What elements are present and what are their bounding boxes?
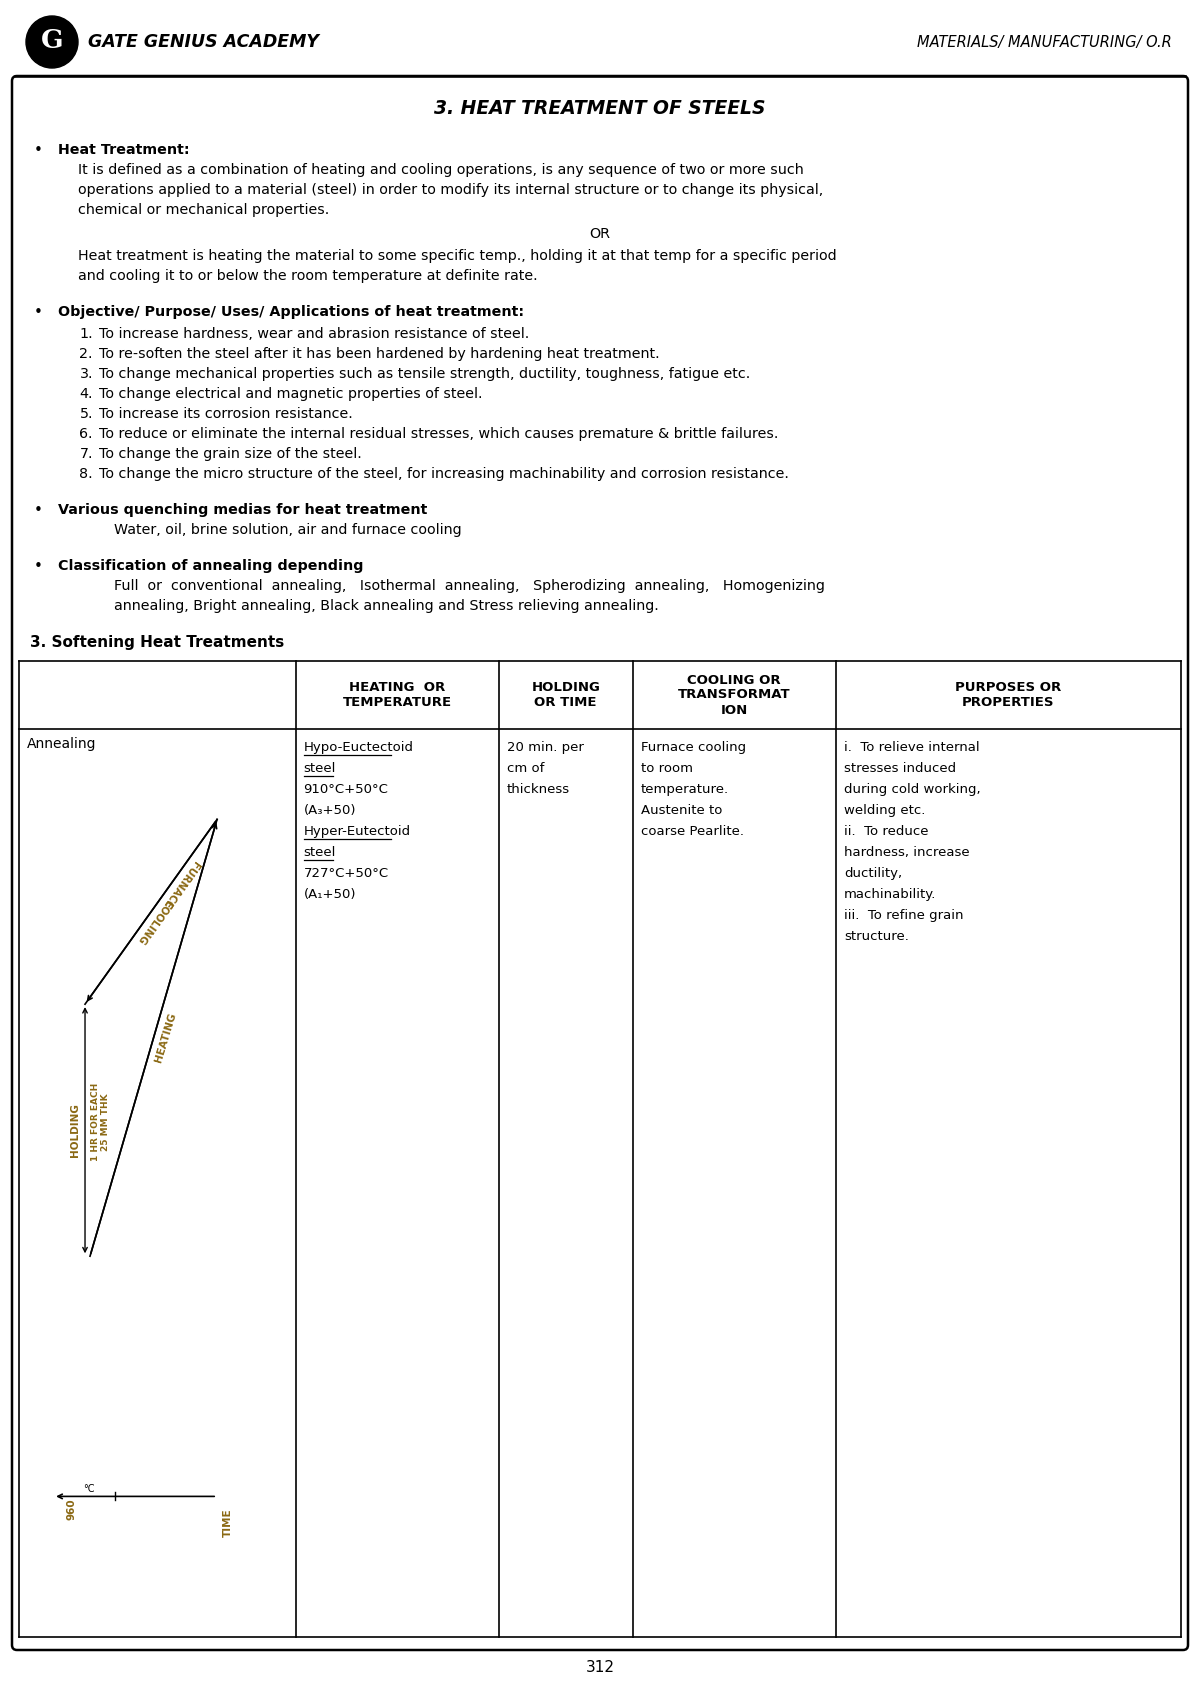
Text: temperature.: temperature.	[641, 782, 728, 796]
Text: 1 HR FOR EACH: 1 HR FOR EACH	[91, 1083, 100, 1161]
Text: steel: steel	[304, 762, 336, 776]
Text: chemical or mechanical properties.: chemical or mechanical properties.	[78, 204, 329, 217]
Text: It is defined as a combination of heating and cooling operations, is any sequenc: It is defined as a combination of heatin…	[78, 163, 804, 176]
Text: OR: OR	[589, 227, 611, 241]
Text: thickness: thickness	[506, 782, 570, 796]
Text: HEATING: HEATING	[154, 1011, 178, 1064]
Text: To reduce or eliminate the internal residual stresses, which causes premature & : To reduce or eliminate the internal resi…	[98, 428, 779, 441]
Text: ii.  To reduce: ii. To reduce	[844, 825, 929, 838]
Text: Heat treatment is heating the material to some specific temp., holding it at tha: Heat treatment is heating the material t…	[78, 249, 836, 263]
Text: Full  or  conventional  annealing,   Isothermal  annealing,   Spherodizing  anne: Full or conventional annealing, Isotherm…	[114, 579, 824, 592]
Text: To change mechanical properties such as tensile strength, ductility, toughness, : To change mechanical properties such as …	[98, 367, 750, 382]
Text: 727°C+50°C: 727°C+50°C	[304, 867, 389, 881]
Text: Hyper-Eutectoid: Hyper-Eutectoid	[304, 825, 410, 838]
Text: GATE GENIUS ACADEMY: GATE GENIUS ACADEMY	[88, 32, 319, 51]
Text: structure.: structure.	[844, 930, 908, 944]
Text: Objective/ Purpose/ Uses/ Applications of heat treatment:: Objective/ Purpose/ Uses/ Applications o…	[58, 305, 524, 319]
Text: PURPOSES OR
PROPERTIES: PURPOSES OR PROPERTIES	[955, 680, 1062, 709]
Text: COOLING OR
TRANSFORMAT
ION: COOLING OR TRANSFORMAT ION	[678, 674, 791, 716]
Text: 910°C+50°C: 910°C+50°C	[304, 782, 389, 796]
Text: 1.: 1.	[79, 328, 94, 341]
Text: Austenite to: Austenite to	[641, 804, 722, 816]
Text: 4.: 4.	[79, 387, 94, 400]
Text: TIME: TIME	[223, 1509, 233, 1537]
Text: Various quenching medias for heat treatment: Various quenching medias for heat treatm…	[58, 502, 427, 518]
Text: 7.: 7.	[79, 446, 94, 462]
Text: To increase hardness, wear and abrasion resistance of steel.: To increase hardness, wear and abrasion …	[98, 328, 529, 341]
Text: 3.: 3.	[79, 367, 94, 382]
Text: 312: 312	[586, 1660, 614, 1675]
Text: FURNACE: FURNACE	[161, 859, 200, 910]
Text: To change electrical and magnetic properties of steel.: To change electrical and magnetic proper…	[98, 387, 482, 400]
Text: cm of: cm of	[506, 762, 545, 776]
Text: Hypo-Euctectoid: Hypo-Euctectoid	[304, 742, 414, 753]
Text: To re-soften the steel after it has been hardened by hardening heat treatment.: To re-soften the steel after it has been…	[98, 346, 660, 361]
Text: coarse Pearlite.: coarse Pearlite.	[641, 825, 744, 838]
Text: annealing, Bright annealing, Black annealing and Stress relieving annealing.: annealing, Bright annealing, Black annea…	[114, 599, 659, 613]
Text: operations applied to a material (steel) in order to modify its internal structu: operations applied to a material (steel)…	[78, 183, 823, 197]
Text: To change the micro structure of the steel, for increasing machinability and cor: To change the micro structure of the ste…	[98, 467, 788, 480]
Text: to room: to room	[641, 762, 692, 776]
Text: HEATING  OR
TEMPERATURE: HEATING OR TEMPERATURE	[343, 680, 451, 709]
Text: Water, oil, brine solution, air and furnace cooling: Water, oil, brine solution, air and furn…	[114, 523, 462, 536]
Text: during cold working,: during cold working,	[844, 782, 980, 796]
Text: •: •	[34, 143, 42, 158]
Text: Heat Treatment:: Heat Treatment:	[58, 143, 190, 158]
Text: 960: 960	[66, 1498, 77, 1521]
Text: machinability.: machinability.	[844, 888, 936, 901]
Text: MATERIALS/ MANUFACTURING/ O.R: MATERIALS/ MANUFACTURING/ O.R	[917, 34, 1172, 49]
Text: •: •	[34, 305, 42, 321]
Text: Annealing: Annealing	[28, 736, 96, 752]
Text: •: •	[34, 502, 42, 518]
Text: 2.: 2.	[79, 346, 94, 361]
Circle shape	[26, 15, 78, 68]
Text: COOLING: COOLING	[136, 896, 174, 945]
Text: (A₁+50): (A₁+50)	[304, 888, 356, 901]
Text: stresses induced: stresses induced	[844, 762, 956, 776]
Text: HOLDING
OR TIME: HOLDING OR TIME	[532, 680, 600, 709]
Text: To increase its corrosion resistance.: To increase its corrosion resistance.	[98, 407, 353, 421]
Text: hardness, increase: hardness, increase	[844, 847, 970, 859]
Text: and cooling it to or below the room temperature at definite rate.: and cooling it to or below the room temp…	[78, 270, 538, 283]
Text: iii.  To refine grain: iii. To refine grain	[844, 910, 964, 921]
Text: welding etc.: welding etc.	[844, 804, 925, 816]
Text: (A₃+50): (A₃+50)	[304, 804, 356, 816]
Text: i.  To relieve internal: i. To relieve internal	[844, 742, 979, 753]
Text: Furnace cooling: Furnace cooling	[641, 742, 745, 753]
Text: 3. HEAT TREATMENT OF STEELS: 3. HEAT TREATMENT OF STEELS	[434, 100, 766, 119]
Text: Classification of annealing depending: Classification of annealing depending	[58, 558, 364, 574]
FancyBboxPatch shape	[12, 76, 1188, 1649]
Text: HOLDING: HOLDING	[70, 1103, 80, 1157]
Text: steel: steel	[304, 847, 336, 859]
Text: ductility,: ductility,	[844, 867, 902, 881]
Text: G: G	[41, 27, 64, 53]
Text: 8.: 8.	[79, 467, 94, 480]
Text: 3. Softening Heat Treatments: 3. Softening Heat Treatments	[30, 635, 284, 650]
Text: To change the grain size of the steel.: To change the grain size of the steel.	[98, 446, 361, 462]
Text: 6.: 6.	[79, 428, 94, 441]
Text: •: •	[34, 558, 42, 574]
Text: 20 min. per: 20 min. per	[506, 742, 583, 753]
Text: °C: °C	[83, 1485, 95, 1495]
Text: 5.: 5.	[79, 407, 94, 421]
Text: 25 MM THK: 25 MM THK	[101, 1093, 110, 1151]
